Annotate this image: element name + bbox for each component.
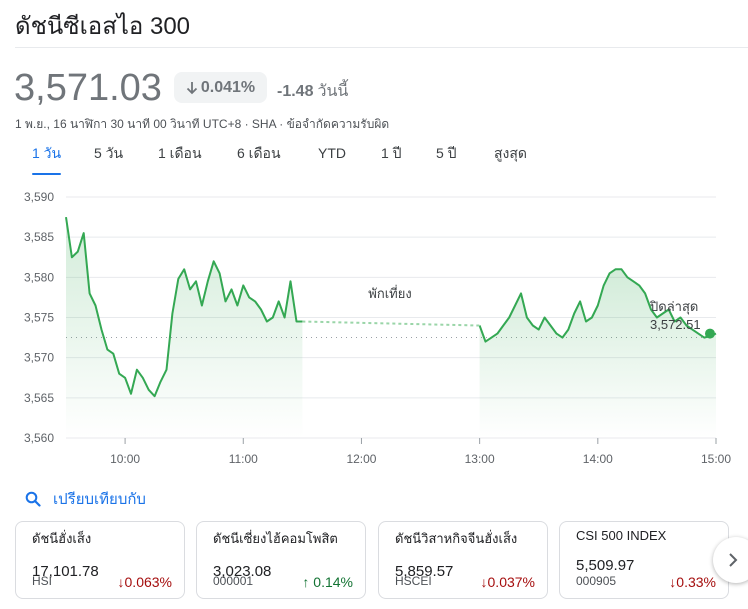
lunch-break-label: พักเที่ยง: [368, 285, 411, 301]
compare-button[interactable]: เปรียบเทียบกับ: [25, 487, 146, 511]
y-tick-label: 3,560: [24, 431, 54, 445]
card-change-value: 0.33%: [676, 574, 716, 590]
arrow-down-icon: ↓: [669, 574, 677, 590]
card-value: 17,101.78: [32, 563, 99, 580]
card-name: ดัชนีวิสาหกิจจีนฮั่งเส็ง: [395, 531, 518, 546]
y-tick-label: 3,565: [24, 391, 54, 405]
tab-5y[interactable]: 5 ปี: [436, 143, 457, 177]
change-period-label: วันนี้: [317, 83, 349, 100]
card-change-value: 0.063%: [124, 574, 172, 590]
y-tick-label: 3,585: [24, 230, 54, 244]
tab-label: 5 ปี: [436, 145, 457, 161]
price-line: [478, 268, 717, 343]
price-area: [66, 217, 303, 438]
tab-max[interactable]: สูงสุด: [494, 143, 527, 177]
card-name: ดัชนีเซี่ยงไฮ้คอมโพสิต: [213, 531, 338, 546]
arrow-up-icon: ↑: [302, 574, 310, 590]
range-tabs: 1 วัน 5 วัน 1 เดือน 6 เดือน YTD 1 ปี 5 ป…: [0, 143, 748, 177]
card-symbol: HSCEI: [395, 574, 432, 588]
card-change: ↑ 0.14%: [302, 574, 353, 590]
tab-5d[interactable]: 5 วัน: [94, 143, 123, 177]
tab-label: 5 วัน: [94, 145, 124, 161]
compare-label: เปรียบเทียบกับ: [53, 491, 146, 508]
card-symbol: 000905: [576, 574, 617, 588]
tab-6m[interactable]: 6 เดือน: [237, 143, 281, 177]
page-title: ดัชนีซีเอสไอ 300: [15, 13, 191, 40]
tab-1m[interactable]: 1 เดือน: [158, 143, 202, 177]
related-index-card[interactable]: ดัชนีฮั่งเส็ง 17,101.78 HSI ↓0.063%: [15, 521, 185, 599]
arrow-down-icon: ↓: [117, 574, 125, 590]
x-tick-label: 10:00: [110, 452, 140, 466]
tab-active-indicator: [32, 173, 62, 175]
card-change: ↓0.037%: [481, 574, 535, 590]
lunch-break-connector: [302, 320, 480, 327]
x-tick-label: 13:00: [465, 452, 495, 466]
change-percent: 0.041%: [200, 78, 256, 96]
card-name: CSI 500 INDEX: [576, 528, 667, 543]
tab-label: YTD: [318, 145, 346, 161]
card-value: 5,509.97: [576, 557, 635, 574]
previous-close-value: 3,572.51: [650, 317, 701, 332]
previous-close-label: ปิดล่าสุด: [649, 299, 698, 315]
related-index-card[interactable]: ดัชนีเซี่ยงไฮ้คอมโพสิต 3,023.08 000001 ↑…: [196, 521, 366, 599]
price-area: [479, 269, 716, 438]
quote-meta: 1 พ.ย., 16 นาฬิกา 30 นาที 00 วินาที UTC+…: [15, 117, 390, 131]
card-change: ↓0.33%: [669, 574, 716, 590]
current-price: 3,571.03: [14, 67, 162, 109]
card-change-value: 0.037%: [487, 574, 535, 590]
card-symbol: 000001: [213, 574, 254, 588]
change-absolute-value: -1.48: [277, 83, 314, 100]
card-change-value: 0.14%: [313, 574, 353, 590]
change-absolute: -1.48 วันนี้: [277, 79, 348, 104]
y-tick-label: 3,575: [24, 311, 54, 325]
card-value: 5,859.57: [395, 563, 454, 580]
change-percent-badge: 0.041%: [174, 72, 267, 103]
tab-label: 1 เดือน: [158, 145, 202, 161]
header-divider: [15, 47, 748, 48]
card-symbol: HSI: [32, 574, 53, 588]
tab-1d[interactable]: 1 วัน: [32, 143, 62, 177]
tab-label: 1 ปี: [381, 145, 402, 161]
arrow-down-icon: ↓: [480, 574, 488, 590]
x-tick-label: 14:00: [583, 452, 613, 466]
tab-label: 6 เดือน: [237, 145, 281, 161]
y-tick-label: 3,590: [24, 190, 54, 204]
chevron-right-icon: [729, 553, 738, 567]
card-value: 3,023.08: [213, 563, 272, 580]
y-tick-label: 3,570: [24, 351, 54, 365]
x-tick-label: 11:00: [229, 452, 258, 466]
card-name: ดัชนีฮั่งเส็ง: [32, 531, 92, 546]
search-icon: [25, 491, 41, 507]
tab-ytd[interactable]: YTD: [318, 143, 346, 177]
price-line: [65, 216, 303, 398]
tab-label: 1 วัน: [32, 145, 62, 161]
arrow-down-icon: [186, 81, 197, 94]
related-index-card[interactable]: ดัชนีวิสาหกิจจีนฮั่งเส็ง 5,859.57 HSCEI …: [378, 521, 548, 599]
next-cards-button[interactable]: [713, 537, 748, 583]
y-tick-label: 3,580: [24, 270, 54, 284]
tab-1y[interactable]: 1 ปี: [381, 143, 402, 177]
tab-label: สูงสุด: [494, 145, 528, 161]
x-tick-label: 12:00: [346, 452, 376, 466]
price-chart[interactable]: 3,590 3,585 3,580 3,575 3,570 3,565 3,560 10:00…: [0, 180, 748, 480]
related-index-card[interactable]: CSI 500 INDEX 5,509.97 000905 ↓0.33%: [559, 521, 729, 599]
x-tick-label: 15:00: [701, 452, 731, 466]
last-price-dot: [705, 328, 715, 339]
card-change: ↓0.063%: [118, 574, 172, 590]
